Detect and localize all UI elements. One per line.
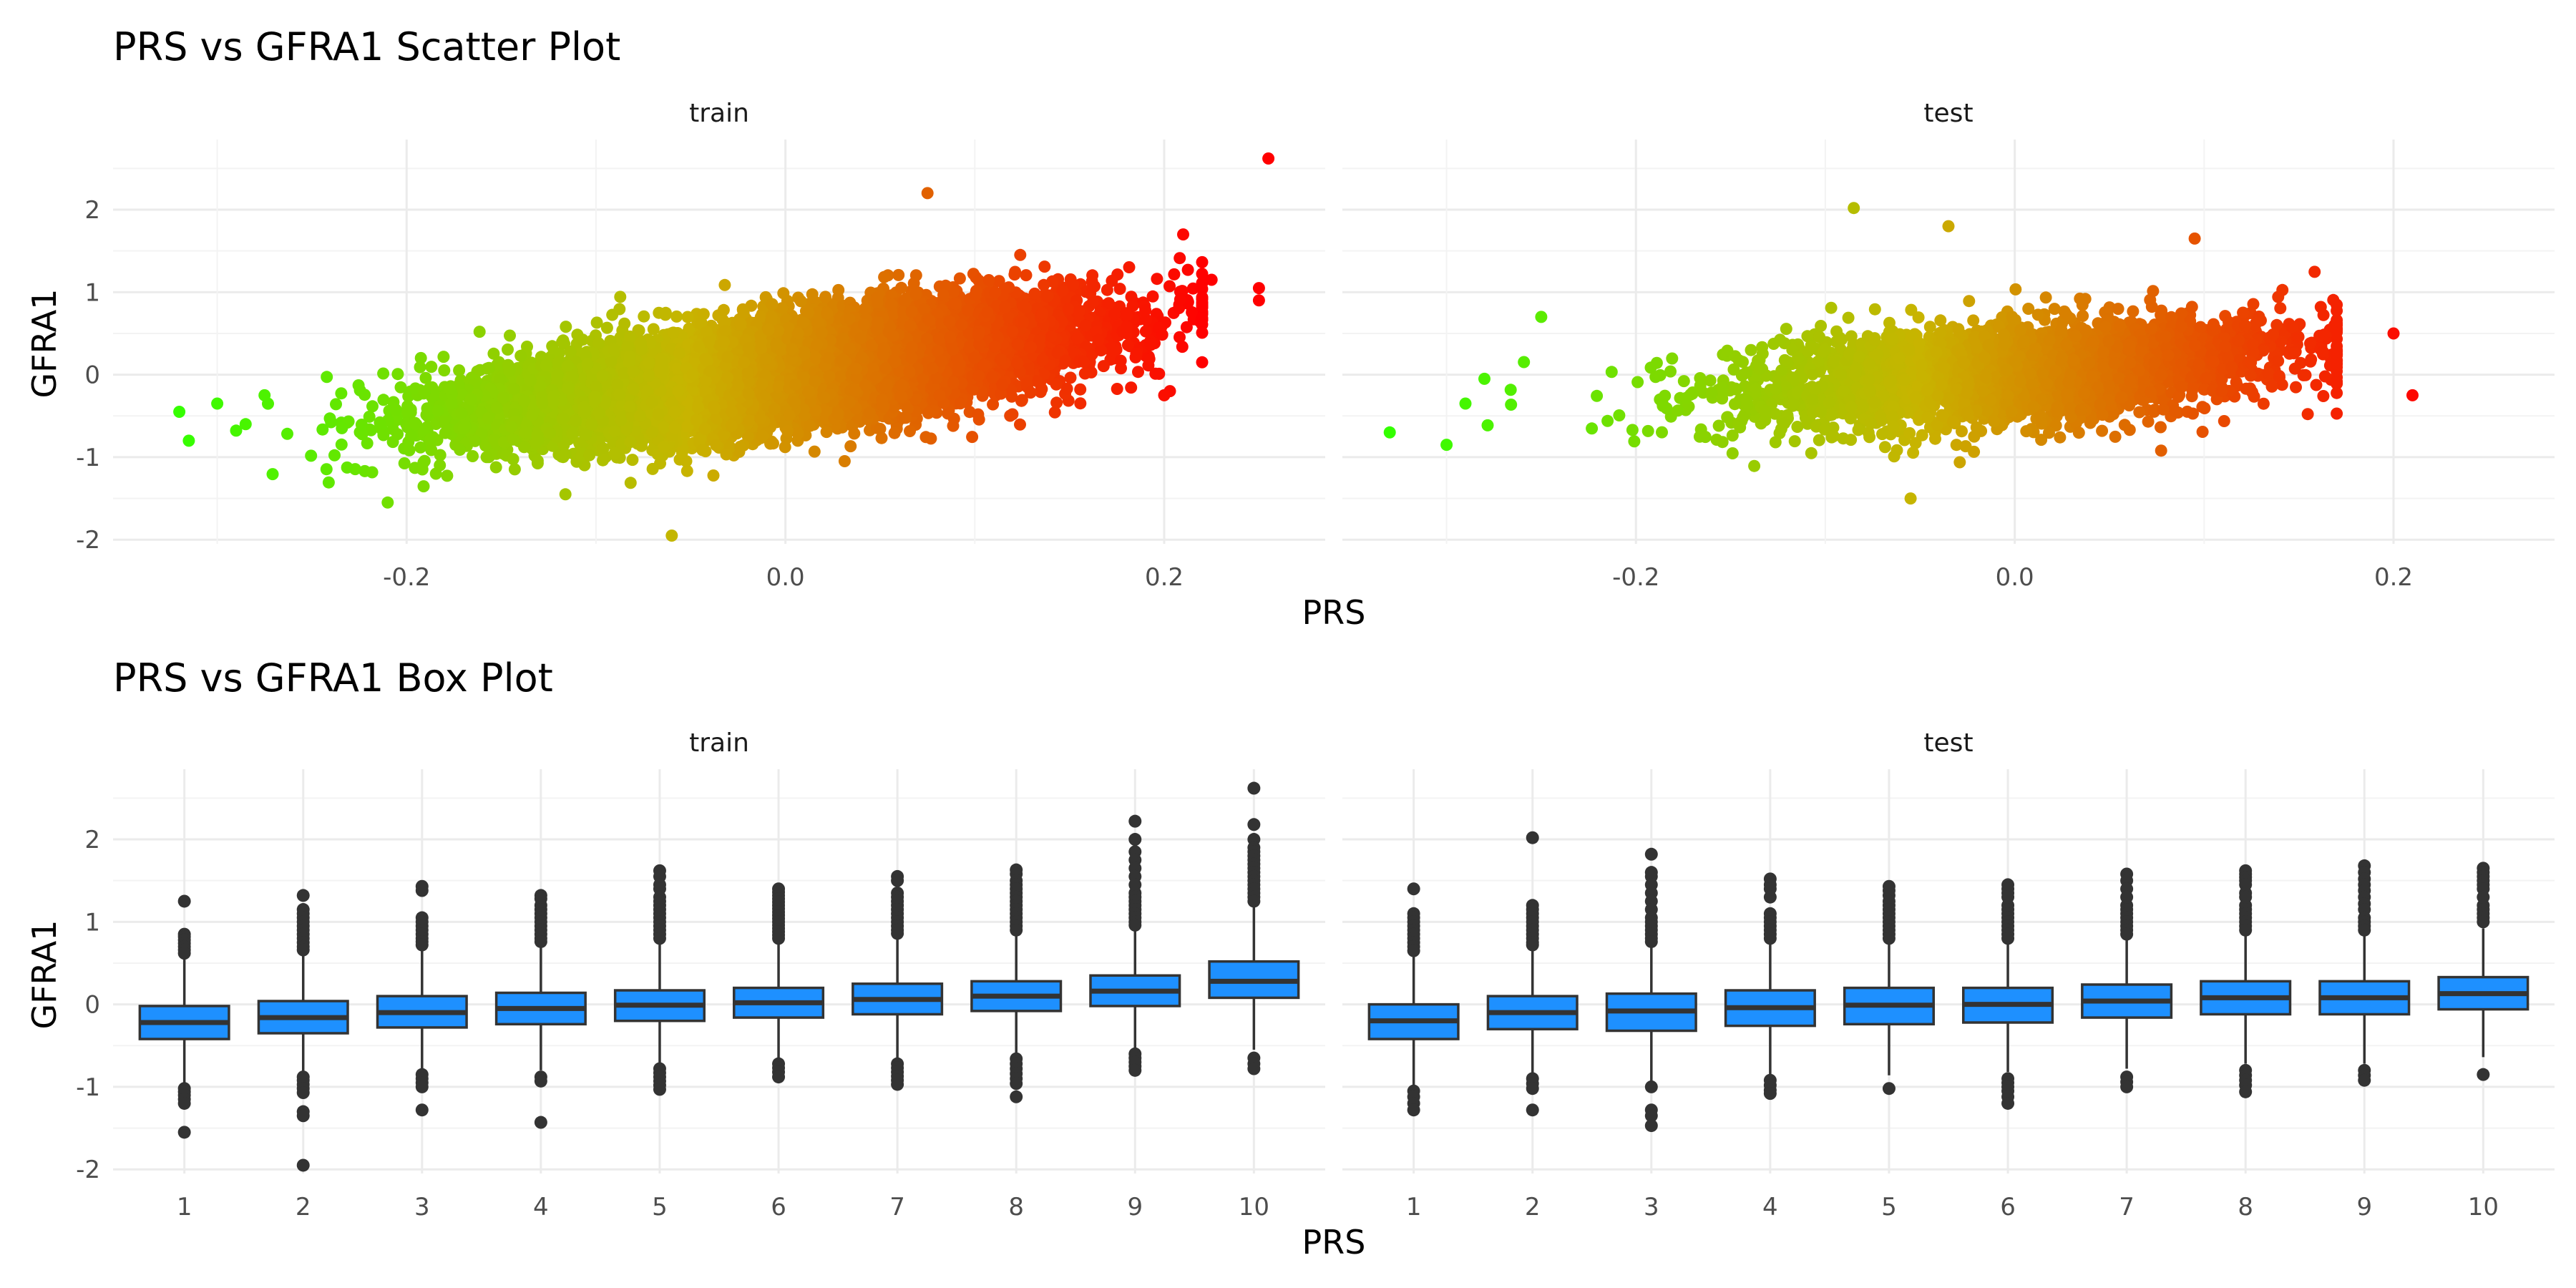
box-facet-label-train: train — [689, 728, 749, 758]
scatter-point — [398, 457, 411, 469]
scatter-point — [832, 283, 845, 296]
scatter-point — [1176, 341, 1189, 353]
scatter-point — [391, 428, 404, 441]
scatter-point — [875, 431, 888, 444]
scatter-point — [322, 476, 335, 489]
scatter-point — [434, 449, 447, 462]
box-facet-label-test: test — [1923, 728, 1973, 758]
box-y-axis-title: GFRA1 — [25, 920, 64, 1030]
scatter-point — [647, 323, 660, 336]
scatter-point — [336, 421, 348, 434]
scatter-point — [1074, 397, 1087, 410]
scatter-point — [425, 361, 438, 374]
scatter-point — [429, 418, 442, 430]
scatter-point — [904, 425, 916, 437]
scatter-facet-label-test: test — [1923, 99, 1973, 128]
scatter-y-axis-title: GFRA1 — [25, 289, 64, 399]
scatter-point-cloud-train — [173, 152, 1275, 542]
scatter-point — [502, 343, 514, 356]
scatter-plot-layer: -2 -1 0 1 2 -0.2 0.0 0.2 -0.2 0.0 0.2 — [76, 140, 2555, 592]
scatter-point — [1014, 418, 1026, 431]
scatter-point — [1174, 331, 1186, 343]
scatter-point — [321, 371, 333, 384]
scatter-point — [230, 424, 243, 437]
scatter-point — [707, 469, 720, 482]
scatter-point — [559, 488, 572, 501]
scatter-y-tick-label: -1 — [76, 444, 100, 472]
scatter-point — [1014, 248, 1027, 261]
scatter-y-tick-label: 2 — [84, 196, 100, 225]
scatter-x-axis-title: PRS — [1302, 593, 1366, 632]
scatter-point — [1020, 269, 1033, 282]
scatter-point — [1196, 255, 1209, 268]
scatter-point — [1186, 282, 1199, 295]
scatter-point — [808, 445, 821, 458]
scatter-point — [305, 449, 318, 462]
scatter-y-tick-label: -2 — [76, 526, 100, 555]
scatter-point — [266, 468, 279, 481]
scatter-chart-title: PRS vs GFRA1 Scatter Plot — [113, 24, 620, 69]
scatter-y-tick-label: 0 — [84, 361, 100, 390]
box-x-axis-title: PRS — [1302, 1223, 1366, 1262]
box-chart-title: PRS vs GFRA1 Box Plot — [113, 655, 553, 701]
scatter-point — [434, 459, 447, 472]
scatter-facet-label-train: train — [689, 99, 749, 128]
scatter-x-tick-label: 0.2 — [1145, 563, 1184, 592]
scatter-x-tick-label: 0.0 — [766, 563, 805, 592]
scatter-panel-train: -2 -1 0 1 2 -0.2 0.0 0.2 — [76, 140, 1325, 592]
scatter-point — [531, 454, 544, 467]
scatter-point — [1038, 260, 1051, 273]
scatter-point — [441, 469, 454, 482]
scatter-point — [489, 461, 502, 474]
scatter-x-tick-label: -0.2 — [383, 563, 430, 592]
scatter-point — [618, 317, 631, 330]
scatter-point — [1111, 383, 1123, 395]
scatter-y-tick-label: 1 — [84, 278, 100, 307]
